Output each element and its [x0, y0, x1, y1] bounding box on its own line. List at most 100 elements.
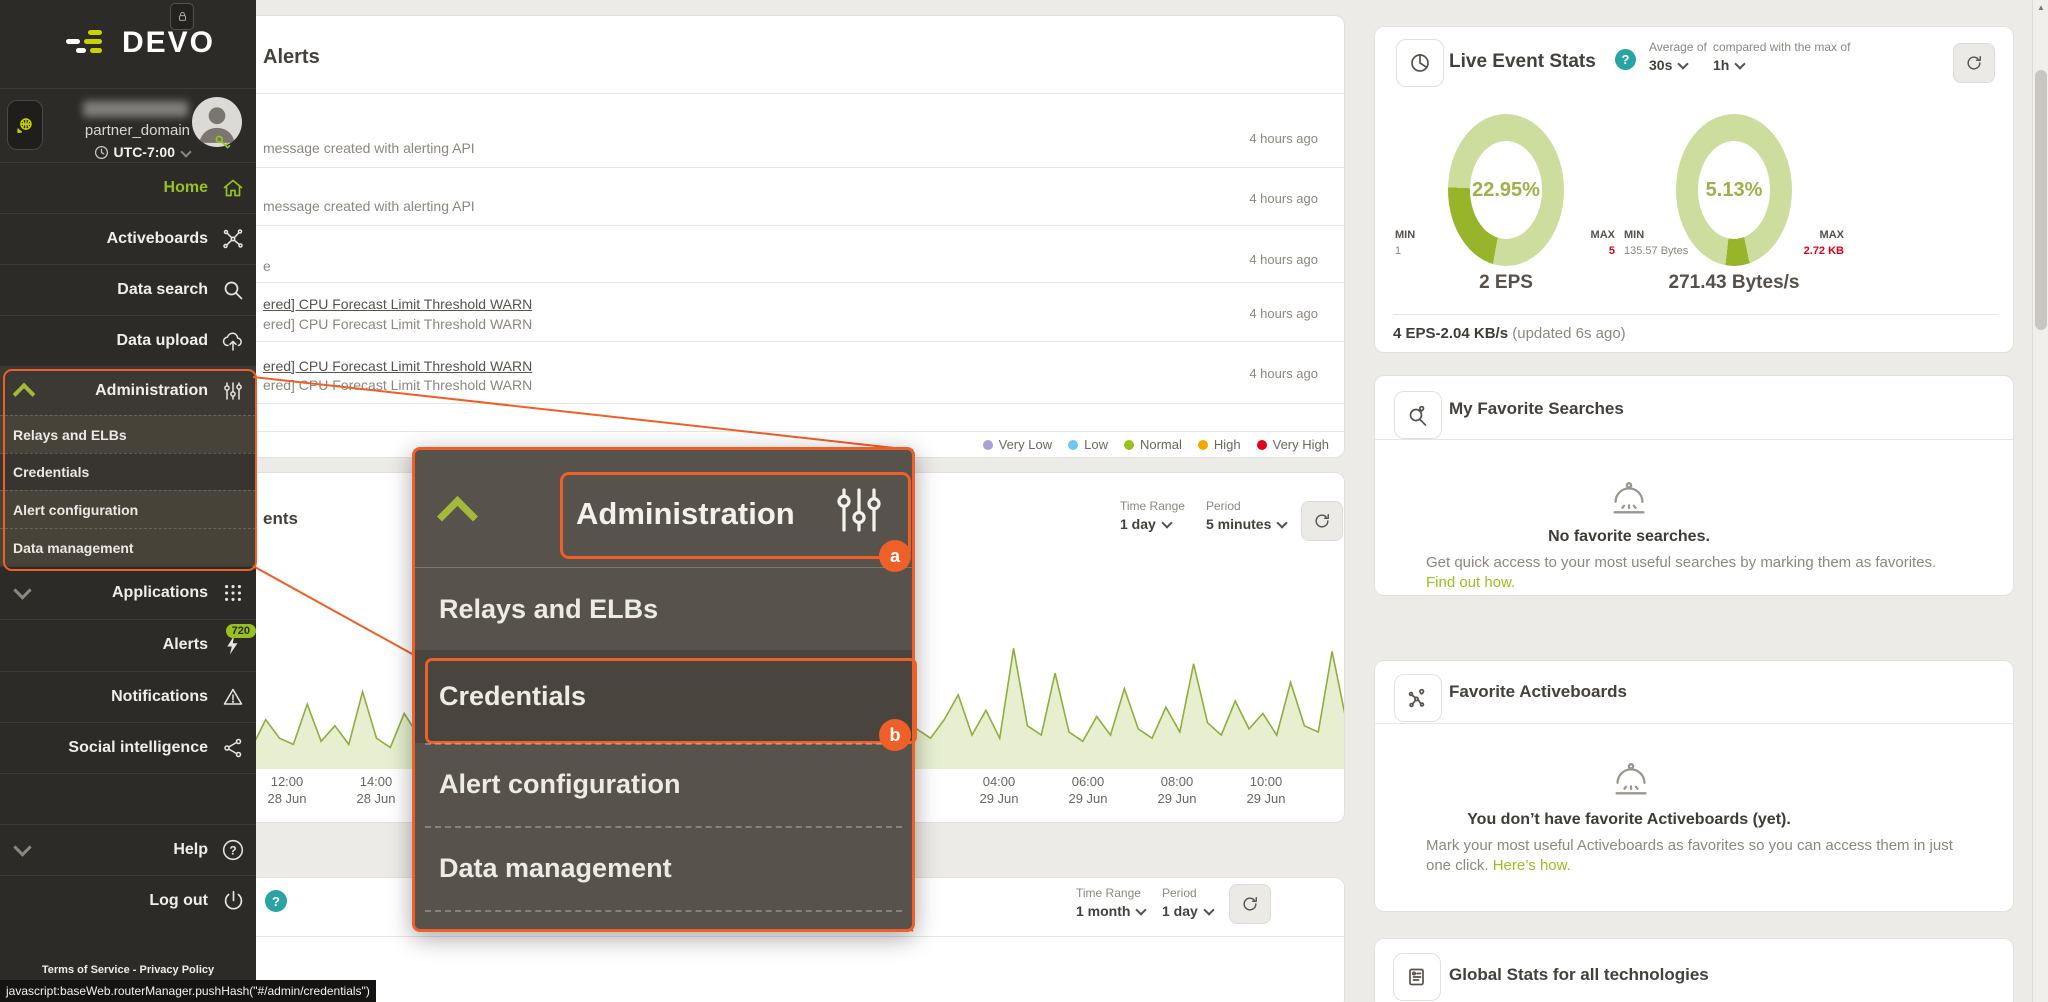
terms-of-service-link[interactable]: Terms of Service	[41, 964, 130, 976]
sidebar-item-log-out[interactable]: Log out	[0, 875, 256, 926]
events-chart-partial-title: ents	[263, 509, 298, 528]
sidebar-item-alerts[interactable]: Alerts 720	[0, 619, 256, 671]
person-icon	[199, 107, 235, 143]
divider	[141, 282, 1346, 283]
sidebar-item-data-upload[interactable]: Data upload	[0, 315, 256, 366]
help-badge[interactable]: ?	[265, 890, 287, 912]
popup-title-highlight-box	[560, 472, 911, 559]
legend-dot	[1123, 439, 1134, 450]
chevron-down-icon	[13, 581, 32, 600]
status-bar-text: javascript:baseWeb.routerManager.pushHas…	[6, 984, 370, 998]
sidebar-item-activeboards[interactable]: Activeboards	[0, 213, 256, 264]
sidebar-item-data-search[interactable]: Data search	[0, 264, 256, 315]
sliders-icon	[220, 378, 246, 404]
legend-item-very-high[interactable]: Very High	[1256, 437, 1329, 452]
refresh-button[interactable]	[1229, 884, 1271, 924]
chevron-down-icon	[180, 146, 192, 158]
alerts-panel: Alerts message created with alerting API…	[140, 15, 1346, 458]
time-range-select[interactable]: Time Range 1 day	[1120, 499, 1185, 532]
sidebar-subitem-credentials[interactable]: Credentials	[0, 453, 256, 490]
sidebar-item-applications[interactable]: Applications	[0, 566, 256, 619]
alerts-panel-title: Alerts	[263, 46, 320, 68]
alert-message: message created with alerting API	[263, 198, 475, 214]
divider	[141, 431, 1346, 432]
divider	[141, 403, 1346, 404]
empty-state-title: No favorite searches.	[1548, 528, 1710, 545]
time-range-select[interactable]: Time Range 1 month	[1076, 886, 1148, 919]
legend-item-normal[interactable]: Normal	[1123, 437, 1182, 452]
domain-switch-icon	[17, 118, 32, 134]
chevron-down-icon	[1734, 58, 1747, 70]
empty-state-body: Get quick access to your most useful sea…	[1426, 554, 1937, 571]
domain-switch-button[interactable]	[7, 100, 43, 150]
sidebar-item-notifications[interactable]: Notifications	[0, 671, 256, 722]
alert-time: 4 hours ago	[1249, 366, 1318, 381]
share-icon	[220, 735, 246, 761]
bytes-caption: 271.43 Bytes/s	[1668, 272, 1800, 293]
administration-menu-popup: Administration a Relays and ELBs Credent…	[412, 447, 917, 932]
sidebar-item-administration[interactable]: Administration	[0, 366, 256, 415]
timezone-select[interactable]: UTC-7:00	[94, 144, 192, 160]
popup-item-relays-and-elbs[interactable]: Relays and ELBs	[415, 568, 912, 650]
divider	[141, 341, 1346, 342]
sidebar-subitem-data-management[interactable]: Data management	[0, 528, 256, 566]
period-select[interactable]: Period 5 minutes	[1206, 499, 1289, 532]
x-tick: 08:00 29 Jun	[1157, 774, 1197, 806]
timezone-value: UTC-7:00	[113, 144, 175, 160]
donut-chart-icon	[1396, 39, 1444, 87]
legend-label: Low	[1084, 437, 1108, 452]
alert-time: 4 hours ago	[1249, 131, 1318, 146]
x-tick: 14:00 28 Jun	[356, 774, 396, 806]
popup-item-data-management[interactable]: Data management	[415, 826, 912, 910]
favorite-searches-panel: My Favorite Searches No favorite searche…	[1374, 375, 2014, 596]
alert-title-link[interactable]: ered] CPU Forecast Limit Threshold WARN	[263, 296, 533, 312]
alert-message: ered] CPU Forecast Limit Threshold WARN	[263, 377, 533, 393]
scrollbar-up-button[interactable]: ▲	[2037, 3, 2045, 12]
devo-logo: DEVO	[62, 24, 215, 62]
average-of-select[interactable]: Average of 30s	[1649, 40, 1707, 73]
legend-item-low[interactable]: Low	[1068, 437, 1108, 452]
sidebar-item-social-intelligence[interactable]: Social intelligence	[0, 722, 256, 773]
subitem-label: Credentials	[13, 464, 90, 480]
sidebar-item-help[interactable]: Help ?	[0, 824, 256, 875]
period-value: 5 minutes	[1206, 516, 1289, 532]
sidebar-item-label: Help	[173, 840, 208, 858]
favorite-activeboards-panel: Favorite Activeboards You don’t have fav…	[1374, 660, 2014, 912]
alert-time: 4 hours ago	[1249, 306, 1318, 321]
stats-board-icon	[1393, 953, 1441, 1001]
scrollbar-track[interactable]: ▲	[2032, 0, 2048, 1002]
alert-message: ered] CPU Forecast Limit Threshold WARN	[263, 316, 533, 332]
live-event-stats-title: Live Event Stats	[1449, 51, 1596, 72]
divider	[141, 167, 1346, 168]
popup-item-alert-configuration[interactable]: Alert configuration	[415, 743, 912, 826]
privacy-policy-link[interactable]: Privacy Policy	[139, 964, 215, 976]
sidebar-item-label: Alerts	[162, 636, 208, 653]
sidebar-item-home[interactable]: Home	[0, 162, 256, 213]
time-range-label: Time Range	[1120, 499, 1185, 513]
eps-donut: 22.95%	[1448, 114, 1564, 266]
alert-message: message created with alerting API	[263, 140, 475, 156]
sidebar-subitem-relays-and-elbs[interactable]: Relays and ELBs	[0, 415, 256, 453]
activeboard-heart-icon	[1394, 674, 1442, 722]
alert-title-link[interactable]: ered] CPU Forecast Limit Threshold WARN	[263, 358, 533, 374]
divider	[1393, 314, 1997, 315]
x-tick: 06:00 29 Jun	[1068, 774, 1108, 806]
period-label: Period	[1206, 499, 1241, 513]
sidebar-subitem-alert-configuration[interactable]: Alert configuration	[0, 490, 256, 528]
heres-how-link[interactable]: Here’s how.	[1492, 857, 1571, 874]
legend-item-high[interactable]: High	[1197, 437, 1241, 452]
period-select[interactable]: Period 1 day	[1162, 886, 1215, 919]
favorite-searches-title: My Favorite Searches	[1449, 399, 1624, 418]
avatar[interactable]	[192, 97, 242, 147]
scrollbar-thumb[interactable]	[2035, 70, 2047, 330]
chevron-down-icon	[1677, 58, 1690, 70]
refresh-button[interactable]	[1301, 501, 1343, 541]
legend-item-very-low[interactable]: Very Low	[982, 437, 1052, 452]
refresh-button[interactable]	[1953, 43, 1995, 83]
compared-with-select[interactable]: compared with the max of 1h	[1713, 40, 1850, 73]
help-badge[interactable]: ?	[1615, 49, 1636, 70]
lock-indicator	[170, 3, 194, 30]
find-out-how-link[interactable]: Find out how.	[1426, 574, 1516, 591]
favorite-activeboards-title: Favorite Activeboards	[1449, 682, 1627, 701]
